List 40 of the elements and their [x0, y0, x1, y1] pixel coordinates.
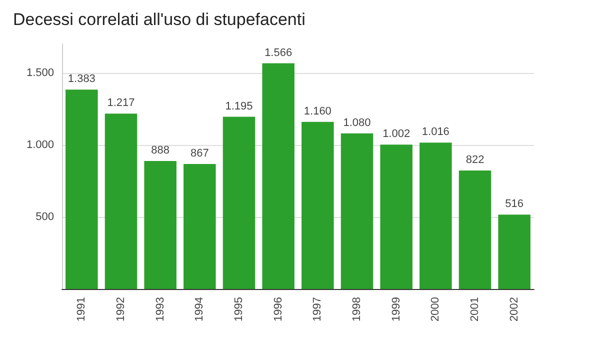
chart-title: Decessi correlati all'uso di stupefacenti	[13, 10, 306, 29]
x-tick-label: 1992	[115, 297, 127, 322]
data-label: 1.080	[343, 116, 371, 129]
data-label: 1.016	[422, 126, 450, 138]
y-tick-label: 1.000	[26, 138, 54, 151]
y-tick-label: 1.500	[26, 66, 54, 79]
x-tick-label: 1995	[233, 297, 245, 322]
bar	[104, 114, 138, 289]
y-tick-label: 500	[36, 210, 54, 223]
data-label: 1.566	[264, 46, 292, 59]
data-label: 822	[466, 154, 484, 166]
bar	[66, 90, 98, 289]
data-label: 1.217	[107, 97, 135, 110]
x-tick-label: 2002	[508, 297, 520, 322]
data-label: 867	[190, 148, 209, 160]
bar	[184, 164, 216, 289]
data-label: 888	[151, 144, 170, 157]
x-tick-label: 2000	[430, 297, 442, 322]
bar	[262, 63, 294, 289]
x-tick-label: 1997	[312, 297, 324, 322]
data-label: 516	[505, 198, 524, 210]
data-label: 1.195	[225, 100, 253, 112]
data-label: 1.160	[304, 105, 332, 118]
x-tick-label: 1993	[154, 297, 166, 322]
bar	[498, 214, 530, 289]
bar	[340, 133, 374, 289]
x-tick-label: 2001	[469, 297, 481, 322]
bar	[420, 142, 452, 289]
x-tick-label: 1998	[351, 297, 363, 322]
x-tick-label: 1991	[76, 297, 88, 322]
bar	[380, 144, 412, 289]
data-label: 1.002	[382, 128, 410, 140]
bar	[302, 122, 334, 289]
bar	[144, 161, 176, 289]
data-label: 1.383	[68, 73, 96, 86]
x-tick-label: 1999	[390, 297, 402, 322]
x-tick-label: 1994	[194, 297, 206, 322]
x-tick-label: 1996	[272, 297, 284, 322]
bar	[222, 116, 256, 289]
bar	[458, 170, 492, 289]
